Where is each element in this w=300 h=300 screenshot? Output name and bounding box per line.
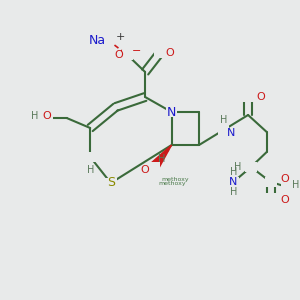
- Text: O: O: [43, 111, 51, 121]
- Bar: [102, 35, 114, 45]
- Bar: [122, 50, 134, 60]
- Bar: [154, 48, 166, 58]
- Text: O: O: [280, 174, 289, 184]
- Bar: [41, 113, 53, 123]
- Text: methoxy: methoxy: [159, 181, 187, 185]
- Text: S: S: [107, 176, 115, 190]
- Bar: [265, 193, 277, 203]
- Text: O: O: [280, 195, 289, 205]
- Text: N: N: [167, 106, 176, 118]
- Polygon shape: [150, 145, 172, 170]
- Text: H: H: [220, 115, 227, 125]
- Text: O: O: [256, 92, 265, 102]
- Bar: [84, 152, 96, 162]
- Bar: [148, 162, 160, 172]
- Text: N: N: [226, 128, 235, 138]
- Bar: [242, 92, 254, 102]
- Text: O: O: [166, 48, 175, 58]
- Text: H: H: [86, 165, 94, 175]
- Bar: [281, 182, 293, 192]
- Text: −: −: [131, 46, 141, 56]
- Text: H: H: [31, 111, 38, 121]
- Text: H: H: [158, 154, 166, 164]
- Text: +: +: [116, 32, 125, 42]
- Text: O: O: [115, 50, 124, 60]
- Text: H: H: [234, 162, 241, 172]
- Bar: [105, 178, 117, 188]
- Text: H: H: [230, 167, 237, 177]
- Bar: [218, 125, 230, 135]
- Bar: [265, 177, 277, 187]
- Text: O: O: [140, 165, 149, 175]
- Text: N: N: [229, 177, 238, 187]
- Bar: [227, 177, 239, 187]
- Bar: [245, 162, 257, 172]
- Bar: [166, 107, 178, 117]
- Text: Na: Na: [89, 34, 106, 46]
- Text: methoxy: methoxy: [162, 176, 189, 181]
- Text: H: H: [292, 180, 300, 190]
- Text: H: H: [230, 187, 237, 197]
